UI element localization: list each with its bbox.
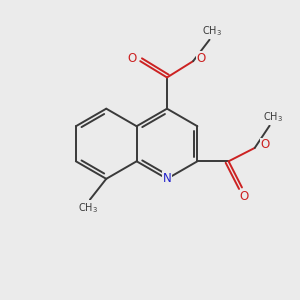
Text: O: O xyxy=(127,52,136,65)
Text: CH$_3$: CH$_3$ xyxy=(78,201,98,215)
Text: O: O xyxy=(260,138,270,152)
Text: O: O xyxy=(240,190,249,203)
Text: CH$_3$: CH$_3$ xyxy=(202,25,223,38)
Text: O: O xyxy=(197,52,206,65)
Text: CH$_3$: CH$_3$ xyxy=(262,110,283,124)
Text: N: N xyxy=(163,172,171,185)
